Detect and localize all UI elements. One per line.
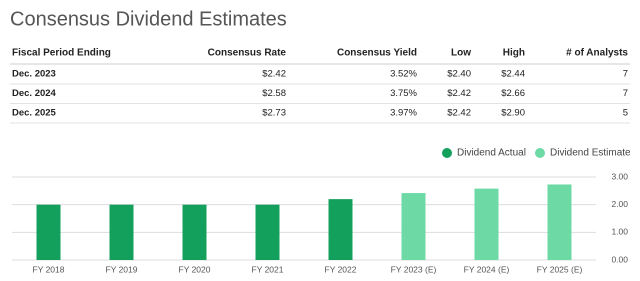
table-cell: Dec. 2024 (12, 88, 57, 99)
x-tick-label: FY 2018 (33, 264, 65, 274)
bar (255, 204, 280, 260)
table-cell: 7 (623, 88, 628, 99)
y-tick-label: 3.00 (611, 171, 628, 181)
x-tick-label: FY 2020 (179, 264, 211, 274)
x-tick-label: FY 2025 (E) (537, 264, 583, 274)
table-header-cell: Consensus Yield (337, 48, 417, 59)
table-header-cell: Fiscal Period Ending (12, 48, 111, 59)
table-header-cell: # of Analysts (566, 48, 628, 59)
table-header-cell: High (503, 48, 525, 59)
bar (36, 204, 61, 260)
legend-marker (442, 148, 452, 158)
table-cell: 3.52% (390, 69, 417, 80)
legend-label: Dividend Actual (457, 148, 526, 159)
legend-label: Dividend Estimate (550, 148, 631, 159)
y-tick-label: 0.00 (611, 254, 628, 264)
x-tick-label: FY 2021 (252, 264, 284, 274)
y-tick-label: 1.00 (611, 227, 628, 237)
bar (328, 199, 353, 260)
table-cell: $2.73 (262, 108, 286, 119)
table-cell: $2.42 (447, 88, 471, 99)
table-cell: $2.66 (501, 88, 525, 99)
table-header-cell: Consensus Rate (208, 48, 287, 59)
table-cell: $2.40 (447, 69, 471, 80)
table-cell: 3.75% (390, 88, 417, 99)
page-title: Consensus Dividend Estimates (10, 8, 287, 30)
bar (474, 188, 499, 260)
x-tick-label: FY 2024 (E) (464, 264, 510, 274)
table-cell: $2.42 (262, 69, 286, 80)
x-tick-label: FY 2022 (325, 264, 357, 274)
table-cell: 3.97% (390, 108, 417, 119)
bar (182, 204, 207, 260)
x-tick-label: FY 2019 (106, 264, 138, 274)
table-header-cell: Low (451, 48, 471, 59)
bar (109, 204, 134, 260)
legend-marker (535, 148, 545, 158)
y-tick-label: 2.00 (611, 199, 628, 209)
table-cell: Dec. 2023 (12, 69, 56, 80)
x-tick-label: FY 2023 (E) (391, 264, 437, 274)
bar (547, 184, 572, 260)
table-cell: 7 (623, 69, 628, 80)
bar (401, 193, 426, 260)
table-cell: $2.90 (501, 108, 525, 119)
table-cell: $2.44 (501, 69, 525, 80)
table-cell: $2.42 (447, 108, 471, 119)
table-cell: 5 (623, 108, 628, 119)
table-cell: $2.58 (262, 88, 286, 99)
table-cell: Dec. 2025 (12, 108, 57, 119)
